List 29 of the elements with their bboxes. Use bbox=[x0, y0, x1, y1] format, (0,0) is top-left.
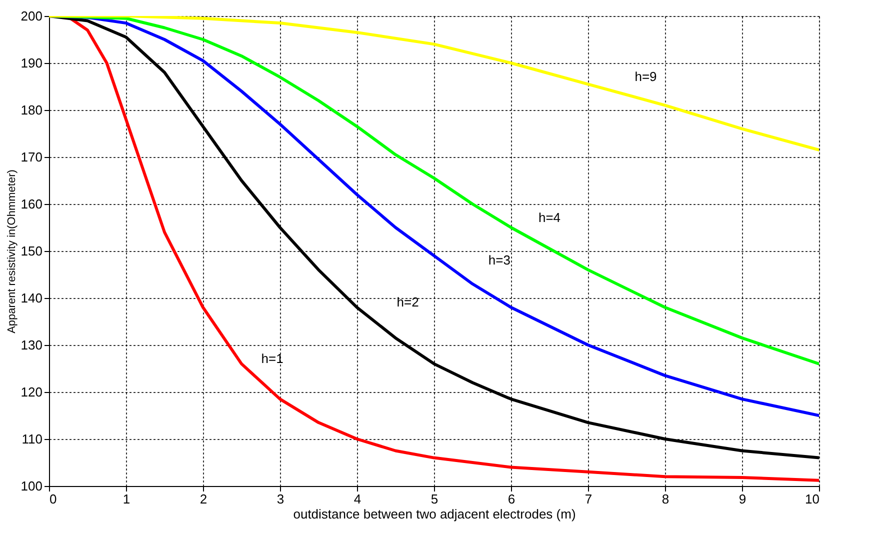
y-tick-label: 100 bbox=[20, 478, 42, 494]
x-tick-label: 5 bbox=[430, 492, 438, 506]
y-tick-label: 150 bbox=[20, 244, 42, 258]
x-tick-label: 1 bbox=[122, 492, 130, 506]
x-tick-label: 2 bbox=[200, 492, 208, 506]
y-tick-label: 110 bbox=[22, 432, 42, 446]
y-tick-label: 190 bbox=[20, 56, 42, 70]
x-axis-title: outdistance between two adjacent electrodes (m) bbox=[293, 506, 576, 522]
series-label: h=4 bbox=[538, 210, 561, 226]
series-label: h=3 bbox=[488, 252, 510, 268]
x-tick-label: 7 bbox=[584, 492, 592, 506]
x-tick-label: 3 bbox=[276, 492, 284, 506]
x-tick-label: 0 bbox=[50, 492, 57, 506]
x-tick-label: 4 bbox=[354, 492, 362, 506]
y-tick-label: 170 bbox=[20, 150, 42, 164]
x-tick-label: 6 bbox=[508, 492, 516, 506]
y-axis-title: Apparent resistivity in(Ohmmeter) bbox=[6, 170, 18, 334]
series-label: h=9 bbox=[634, 69, 657, 84]
y-tick-label: 140 bbox=[20, 290, 42, 306]
y-tick-label: 130 bbox=[20, 338, 42, 352]
y-tick-label: 160 bbox=[20, 196, 42, 212]
series-label: h=1 bbox=[261, 351, 284, 366]
series-label: h=2 bbox=[396, 294, 419, 310]
y-tick-label: 180 bbox=[20, 102, 42, 118]
y-tick-label: 120 bbox=[20, 384, 42, 400]
x-tick-label: 8 bbox=[662, 492, 670, 506]
x-tick-label: 9 bbox=[738, 492, 746, 506]
x-tick-label: 10 bbox=[805, 492, 820, 506]
y-tick-label: 200 bbox=[20, 8, 42, 24]
